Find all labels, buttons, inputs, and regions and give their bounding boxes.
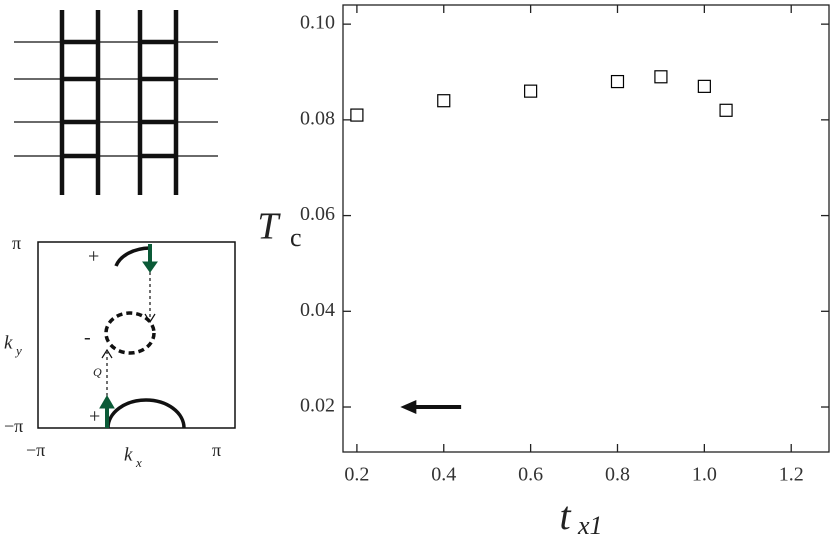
x-tick-label: 0.6 — [518, 464, 543, 486]
kx-left-label: −π — [26, 440, 45, 460]
data-point — [524, 84, 538, 98]
kx-sub: x — [135, 455, 142, 470]
data-point — [697, 79, 711, 93]
data-point — [654, 70, 668, 84]
sign-middle: - — [84, 327, 91, 349]
kx-right-label: π — [212, 440, 221, 460]
x-axis-label: t — [559, 493, 571, 538]
sign-bottom: + — [89, 406, 100, 428]
y-tick-label: 0.06 — [300, 203, 335, 225]
data-point — [719, 103, 733, 117]
ky-sub: y — [14, 343, 22, 358]
y-axis-label-sub: c — [290, 223, 302, 252]
x-tick-label: 1.2 — [779, 464, 804, 486]
q-vector-label: Q — [93, 365, 102, 379]
sign-top: + — [88, 246, 99, 268]
y-tick-label: 0.08 — [300, 107, 335, 129]
y-tick-label: 0.02 — [300, 395, 335, 417]
x-axis-label-sub: x1 — [577, 511, 603, 540]
data-point — [437, 94, 451, 108]
kx-label: k — [124, 444, 133, 465]
ladder-lattice — [14, 10, 218, 195]
ky-top-label: π — [12, 233, 21, 253]
y-tick-label: 0.10 — [300, 12, 335, 34]
annotation-arrow-head — [400, 400, 417, 415]
data-point — [610, 74, 625, 89]
ky-label: k — [4, 332, 13, 353]
x-tick-label: 1.0 — [692, 464, 717, 486]
x-tick-label: 0.2 — [344, 464, 369, 486]
y-tick-label: 0.04 — [300, 299, 335, 321]
x-tick-label: 0.8 — [605, 464, 630, 486]
plot-frame — [342, 4, 830, 453]
ky-bottom-label: −π — [4, 416, 23, 436]
y-axis-label: T — [257, 206, 281, 248]
fermi-surface-inset — [37, 241, 236, 429]
x-tick-label: 0.4 — [431, 464, 456, 486]
data-point — [350, 108, 364, 122]
